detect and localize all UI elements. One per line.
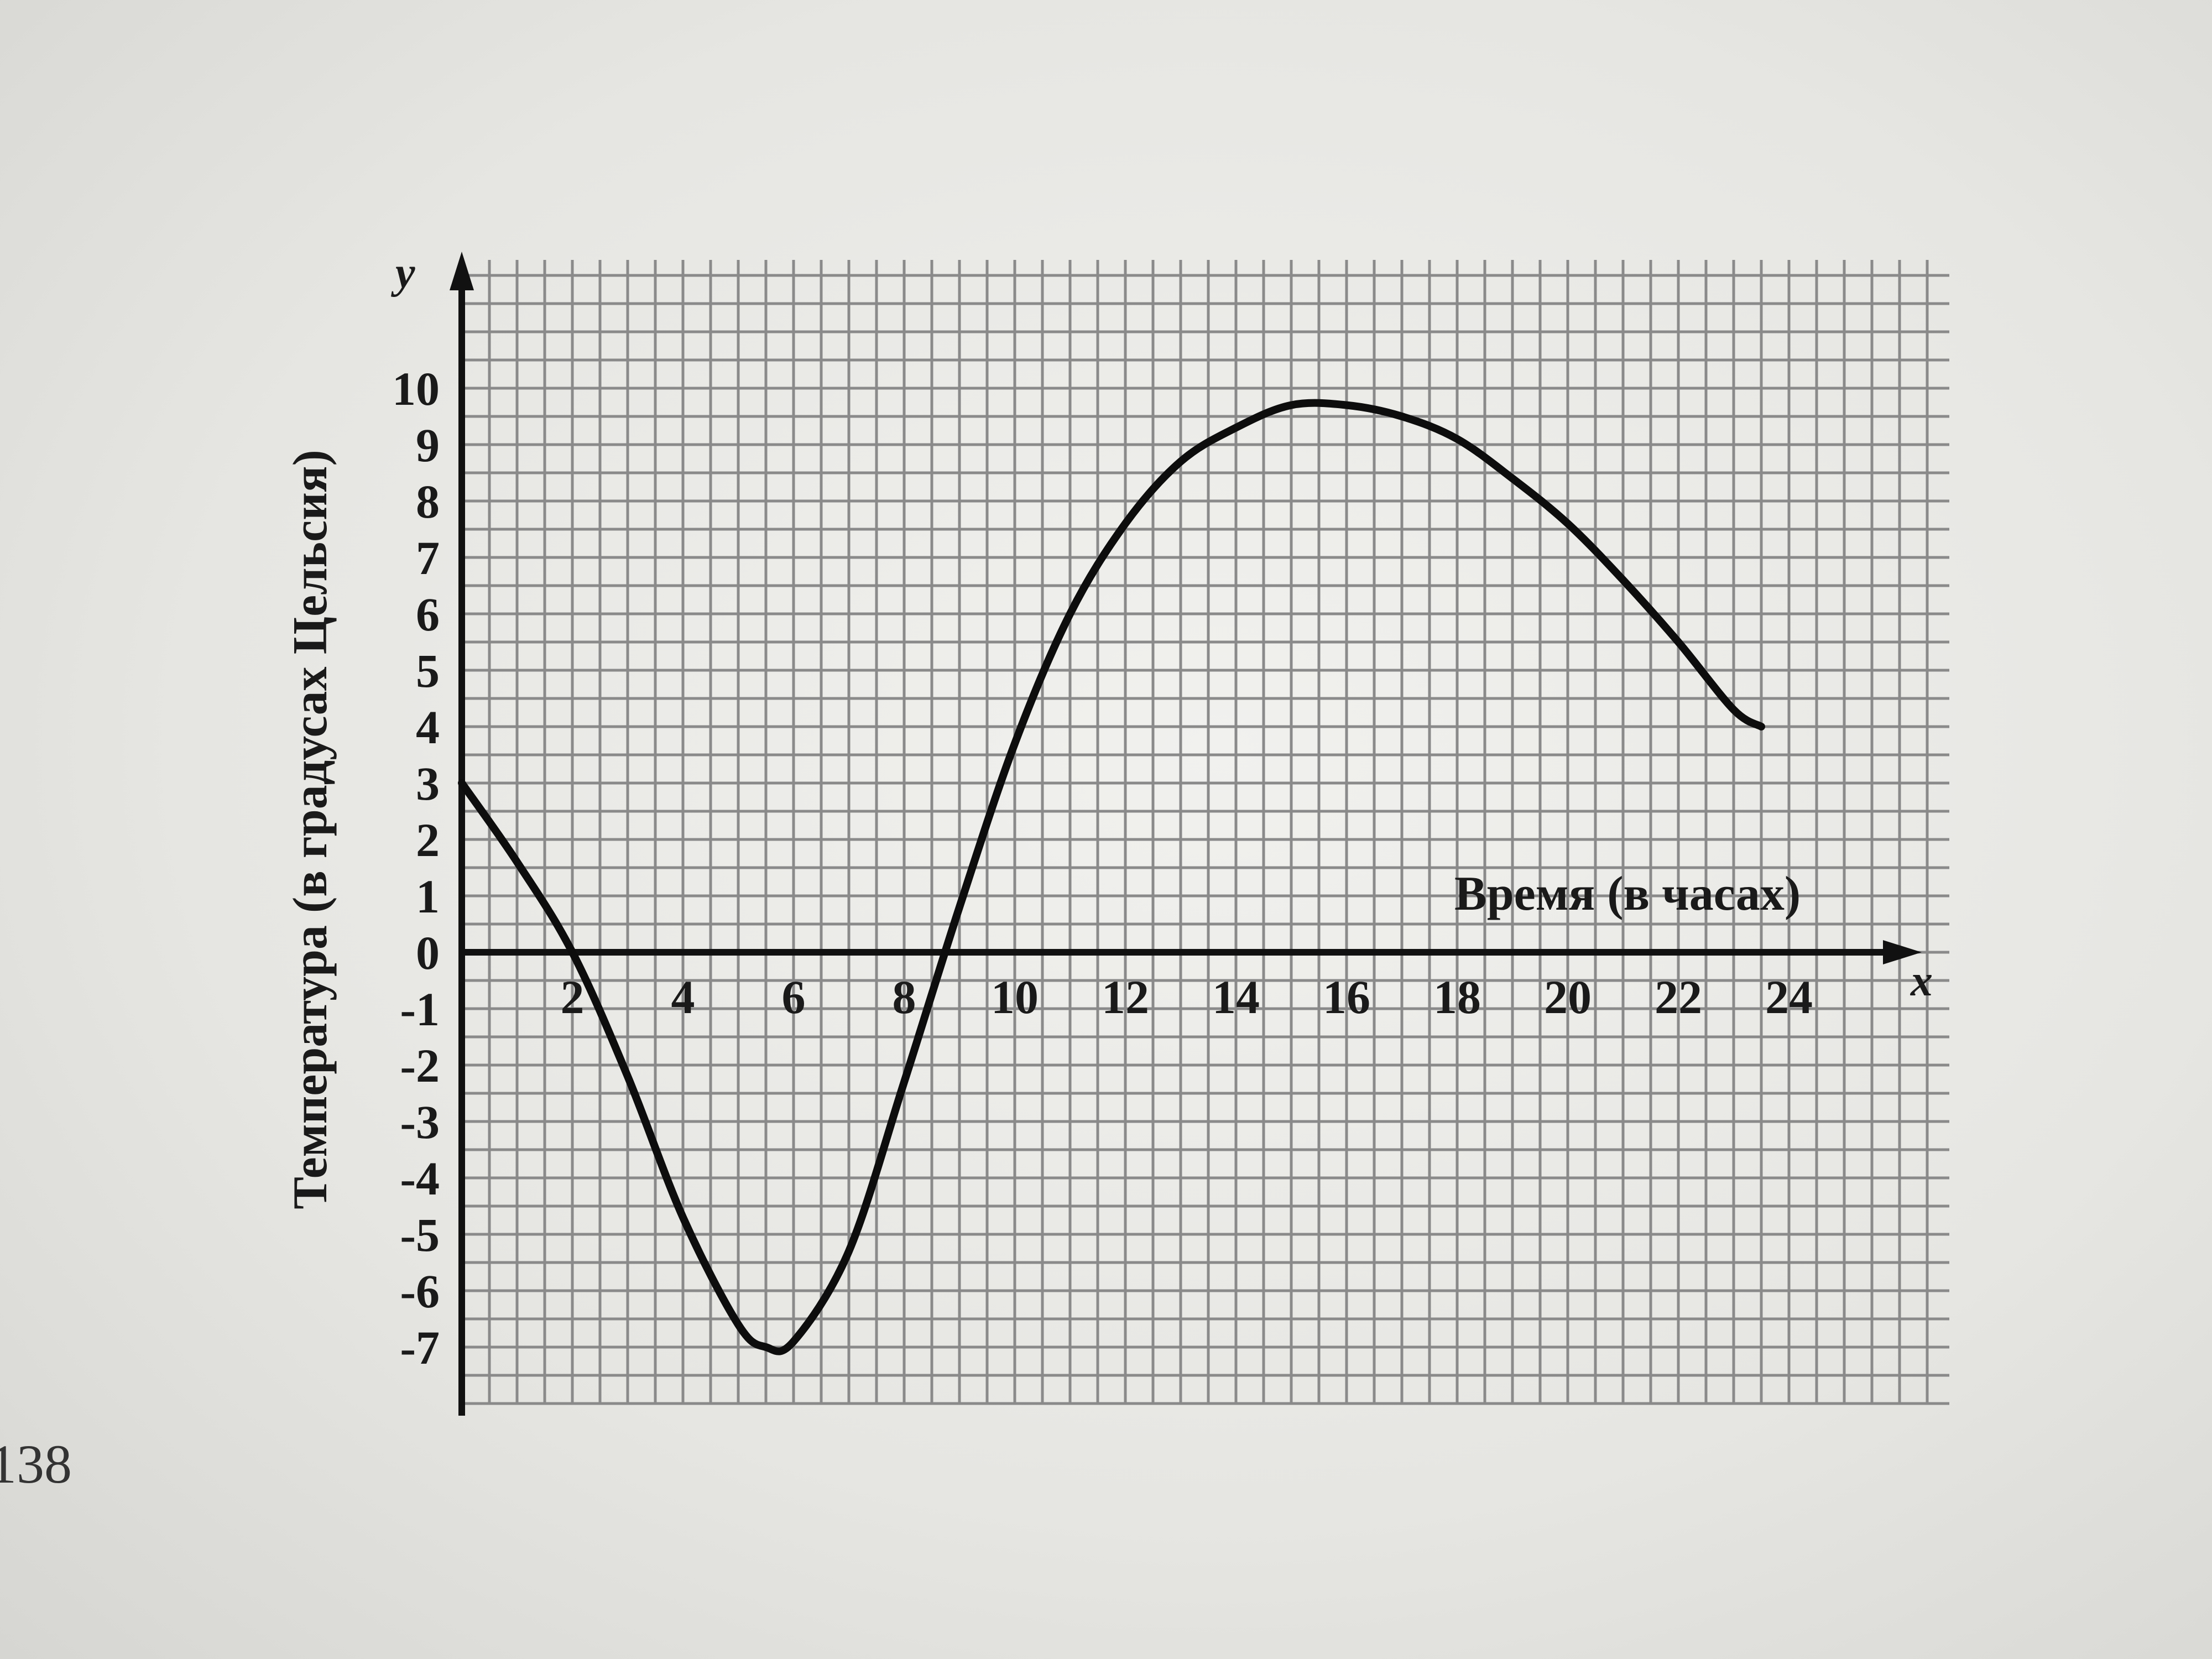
y-tick-label: 0 [416,926,440,979]
x-tick-label: 2 [561,971,585,1024]
page-number: 138 [0,1433,72,1495]
y-tick-label: 2 [416,813,440,867]
x-tick-label: 6 [782,971,806,1024]
grid [460,260,1949,1405]
y-tick-label: -6 [400,1265,440,1318]
axis-labels: Время (в часах) Температура (в градусах … [284,249,1933,1209]
y-axis-letter: y [390,249,415,298]
y-tick-label: 5 [416,644,440,697]
y-tick-label: 10 [392,362,440,415]
y-tick-label: 8 [416,475,440,528]
x-tick-label: 22 [1655,971,1702,1024]
y-tick-label: 4 [416,701,440,754]
y-tick-label: 7 [416,531,440,585]
y-tick-label: -4 [400,1152,440,1205]
series [458,399,1765,1355]
x-tick-label: 24 [1765,971,1813,1024]
x-tick-label: 12 [1102,971,1149,1024]
x-axis-letter: x [1910,957,1933,1005]
x-tick-label: 10 [991,971,1039,1024]
axes [450,252,1922,1416]
y-tick-label: -2 [400,1039,440,1092]
y-tick-label: 1 [416,870,440,923]
y-tick-label: 9 [416,419,440,472]
y-tick-label: -1 [400,983,440,1036]
x-tick-label: 18 [1433,971,1481,1024]
y-tick-label: -3 [400,1095,440,1149]
y-axis-arrow [450,252,474,290]
x-tick-label: 16 [1323,971,1370,1024]
x-tick-label: 14 [1212,971,1260,1024]
x-axis-title: Время (в часах) [1454,867,1801,921]
y-tick-label: -5 [400,1208,440,1261]
y-tick-label: 6 [416,588,440,641]
x-tick-label: 8 [893,971,916,1024]
y-tick-label: -7 [400,1321,440,1374]
tick-labels: 2 4 6 8 10 12 14 16 18 20 22 24109876543210-1-2-3-4… [392,362,1813,1374]
y-axis-title: Температура (в градусах Цельсия) [284,450,337,1209]
x-tick-label: 20 [1544,971,1592,1024]
temperature-series-line [458,399,1765,1355]
x-axis-arrow [1883,940,1922,964]
x-tick-label: 4 [671,971,695,1024]
y-tick-label: 3 [416,757,440,810]
